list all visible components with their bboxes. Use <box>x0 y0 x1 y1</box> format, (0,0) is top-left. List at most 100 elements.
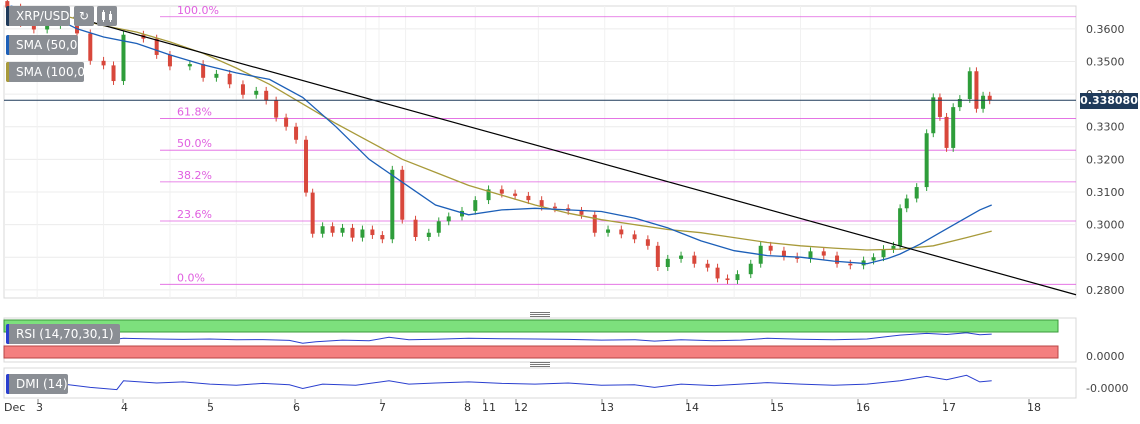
candle <box>795 256 800 259</box>
candle <box>227 73 232 85</box>
candle <box>924 133 929 188</box>
candle <box>848 263 853 266</box>
candle <box>304 139 309 193</box>
candle <box>725 278 730 281</box>
rsi-axis-label: 0.0000 <box>1086 350 1125 363</box>
candle <box>808 251 813 259</box>
x-tick-label: 8 <box>464 401 471 414</box>
candle <box>579 210 584 215</box>
sma100-label: SMA (100,0) <box>16 65 90 79</box>
candle <box>606 229 611 233</box>
fibonacci-levels: 100.0% 61.8% 50.0% 38.2% 23.6% 0.0% <box>160 4 1076 285</box>
y-axis: 0.36000.35000.34000.33000.32000.31000.30… <box>1086 23 1125 297</box>
candle <box>987 95 992 101</box>
overlays <box>4 5 1077 296</box>
candle <box>821 251 826 256</box>
candle <box>370 229 375 236</box>
candle <box>460 210 465 217</box>
symbol-stripe <box>6 6 9 26</box>
candle <box>715 267 720 279</box>
fib-label: 23.6% <box>177 208 212 221</box>
sma50-tag[interactable]: SMA (50,0) <box>6 35 82 55</box>
candle <box>957 98 962 108</box>
candle <box>330 226 335 233</box>
symbol-label: XRP/USD <box>16 9 70 23</box>
fib-label: 38.2% <box>177 169 212 182</box>
candle <box>274 100 279 118</box>
current-price-label: 0.338080 <box>1080 93 1138 109</box>
y-tick-label: 0.2800 <box>1086 284 1125 297</box>
candle <box>45 24 50 30</box>
candlestick-icon <box>102 10 112 22</box>
candle <box>735 274 740 281</box>
sma100-tag[interactable]: SMA (100,0) <box>6 62 90 82</box>
candle <box>426 232 431 237</box>
indicator-panels: 0.0000 -0.0000 <box>3 317 1128 399</box>
x-tick-label: 7 <box>379 401 386 414</box>
candle <box>951 107 956 148</box>
candle <box>473 200 478 211</box>
fib-label: 50.0% <box>177 137 212 150</box>
y-tick-label: 0.3000 <box>1086 219 1125 232</box>
dmi-tag[interactable]: DMI (14) <box>6 374 68 394</box>
candle <box>350 227 355 238</box>
candle <box>835 255 840 264</box>
candle <box>101 60 106 66</box>
candle <box>390 169 395 240</box>
candle <box>88 33 93 61</box>
candle <box>284 117 289 127</box>
candle <box>974 71 979 109</box>
candle <box>967 71 972 99</box>
dmi-label: DMI (14) <box>16 377 68 391</box>
candle <box>5 1 10 8</box>
x-tick-label: 18 <box>1027 401 1041 414</box>
candle <box>526 195 531 201</box>
candle <box>931 97 936 134</box>
x-tick-label: 17 <box>942 401 956 414</box>
chart-type-button[interactable] <box>97 6 117 26</box>
panel-splitter-2[interactable] <box>530 362 550 367</box>
refresh-icon: ↻ <box>78 9 90 23</box>
candle <box>201 64 206 78</box>
blank-box <box>14 260 132 292</box>
sma100-stripe <box>6 62 9 82</box>
x-tick-label: 13 <box>600 401 614 414</box>
y-tick-label: 0.3500 <box>1086 55 1125 68</box>
candle <box>31 22 36 30</box>
y-tick-label: 0.2900 <box>1086 251 1125 264</box>
candle <box>360 229 365 238</box>
fib-label: 0.0% <box>177 271 205 284</box>
x-tick-label: 11 <box>482 401 496 414</box>
candle <box>665 258 670 268</box>
rsi-label: RSI (14,70,30,1) <box>16 327 114 341</box>
rsi-tag[interactable]: RSI (14,70,30,1) <box>6 324 120 344</box>
panel-splitter-1[interactable] <box>530 312 550 317</box>
candle <box>592 214 597 233</box>
candle <box>436 221 441 233</box>
fib-label: 100.0% <box>177 4 219 17</box>
y-tick-label: 0.3300 <box>1086 121 1125 134</box>
candle <box>692 255 697 264</box>
sma100-line <box>10 8 992 251</box>
candle <box>891 245 896 250</box>
candle <box>748 263 753 275</box>
candle <box>75 20 80 34</box>
x-tick-label: 16 <box>856 401 870 414</box>
candle <box>937 97 942 117</box>
candle <box>187 64 192 67</box>
dmi-axis-label: -0.0000 <box>1086 382 1128 395</box>
candle <box>513 193 518 196</box>
y-tick-label: 0.3100 <box>1086 186 1125 199</box>
candle <box>539 200 544 207</box>
candle <box>632 234 637 240</box>
candle <box>240 84 245 95</box>
x-tick-label: 14 <box>685 401 699 414</box>
candle <box>254 90 259 95</box>
refresh-button[interactable]: ↻ <box>74 6 94 26</box>
x-tick-label: 4 <box>121 401 128 414</box>
candle <box>320 226 325 234</box>
candle <box>679 255 684 259</box>
candle <box>400 169 405 220</box>
symbol-tag[interactable]: XRP/USD <box>6 6 70 26</box>
